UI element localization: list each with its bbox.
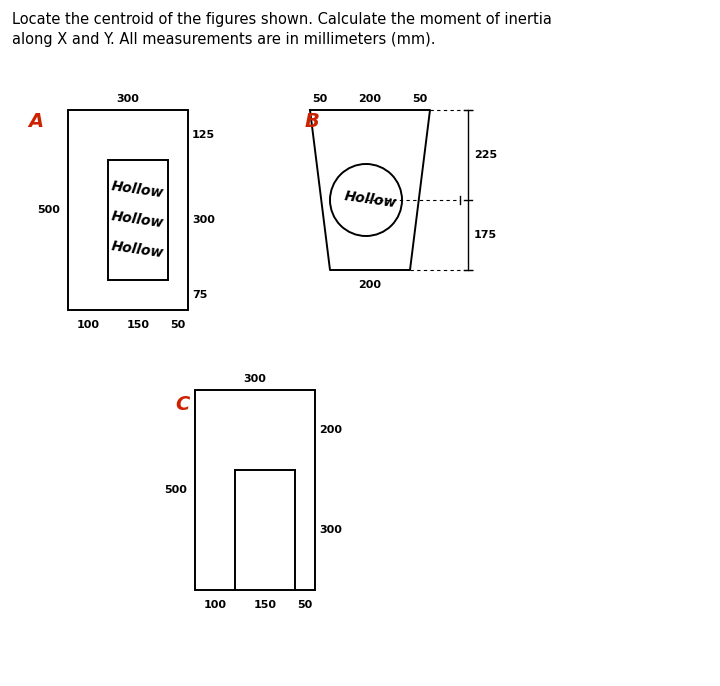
Text: Locate the centroid of the figures shown. Calculate the moment of inertia
along : Locate the centroid of the figures shown… <box>12 12 552 47</box>
Text: Hollow: Hollow <box>343 189 398 211</box>
Text: 75: 75 <box>192 290 207 300</box>
Text: B: B <box>305 112 320 131</box>
Text: 300: 300 <box>243 374 266 384</box>
Text: 175: 175 <box>474 230 497 240</box>
Text: 150: 150 <box>127 320 150 330</box>
Text: 225: 225 <box>474 150 497 160</box>
Text: 50: 50 <box>312 94 328 104</box>
Text: C: C <box>176 395 190 414</box>
Text: 500: 500 <box>37 205 60 215</box>
Text: 300: 300 <box>192 215 215 225</box>
Text: A: A <box>28 112 43 131</box>
Text: Hollow: Hollow <box>111 239 165 261</box>
Text: 300: 300 <box>319 525 342 535</box>
Text: 100: 100 <box>204 600 227 610</box>
Text: 200: 200 <box>319 425 342 435</box>
Text: Hollow: Hollow <box>111 179 165 200</box>
Text: 50: 50 <box>413 94 428 104</box>
Text: 150: 150 <box>253 600 276 610</box>
Text: 50: 50 <box>171 320 186 330</box>
Bar <box>108 160 168 280</box>
Bar <box>195 390 315 590</box>
Bar <box>68 110 188 310</box>
Text: 100: 100 <box>76 320 99 330</box>
Text: 500: 500 <box>164 485 187 495</box>
Text: 200: 200 <box>359 280 382 290</box>
Text: 50: 50 <box>297 600 312 610</box>
Text: 200: 200 <box>359 94 382 104</box>
Circle shape <box>330 164 402 236</box>
Text: 300: 300 <box>117 94 140 104</box>
Text: Hollow: Hollow <box>111 209 165 230</box>
Text: 125: 125 <box>192 130 215 140</box>
